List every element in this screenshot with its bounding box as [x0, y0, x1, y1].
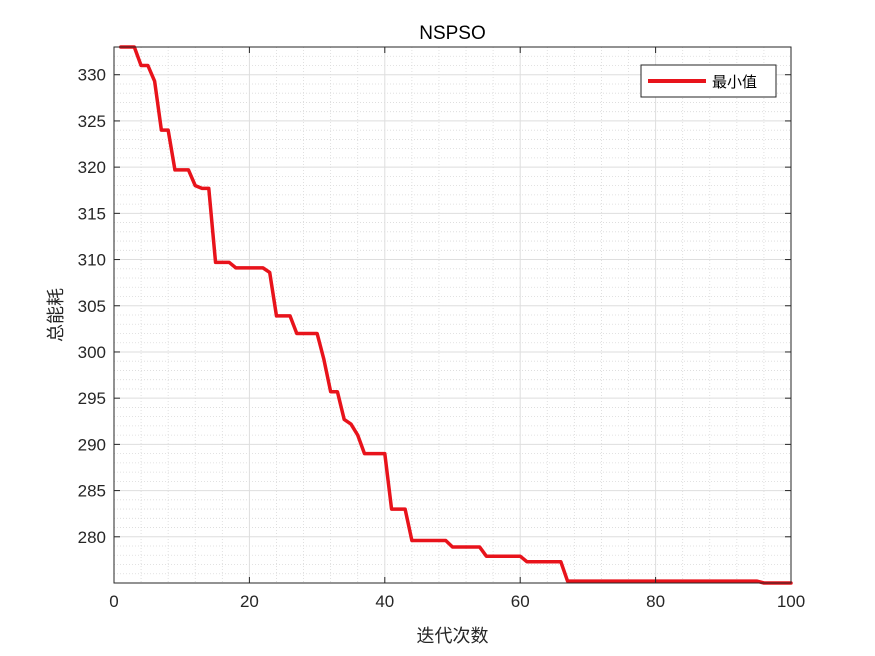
y-tick-label: 280 — [78, 528, 106, 547]
y-tick-label: 325 — [78, 112, 106, 131]
y-tick-label: 300 — [78, 343, 106, 362]
y-tick-label: 285 — [78, 482, 106, 501]
y-tick-label: 305 — [78, 297, 106, 316]
series-layer — [119, 45, 793, 585]
series-line — [119, 45, 793, 585]
grid-layer — [113, 46, 792, 583]
x-tick-label: 100 — [777, 592, 805, 611]
x-tick-label: 0 — [109, 592, 118, 611]
plot-area-frame — [113, 46, 792, 584]
x-tick-label: 20 — [240, 592, 259, 611]
y-tick-label: 290 — [78, 435, 106, 454]
y-tick-label: 320 — [78, 158, 106, 177]
y-tick-label: 330 — [78, 66, 106, 85]
x-tick-label: 40 — [375, 592, 394, 611]
tick-layer: 0 20 40 60 80 100 280 285 290 295 300 305 310 315 320 3… — [78, 47, 805, 611]
legend-label: 最小值 — [712, 73, 757, 91]
x-tick-label: 80 — [646, 592, 665, 611]
x-tick-label: 60 — [511, 592, 530, 611]
x-axis-label: 迭代次数 — [417, 626, 489, 647]
y-axis-label: 总能耗 — [46, 288, 67, 342]
legend: 最小值 — [640, 64, 777, 98]
y-tick-label: 295 — [78, 389, 106, 408]
chart-title: NSPSO — [419, 23, 486, 44]
y-tick-label: 310 — [78, 251, 106, 270]
y-tick-label: 315 — [78, 204, 106, 223]
